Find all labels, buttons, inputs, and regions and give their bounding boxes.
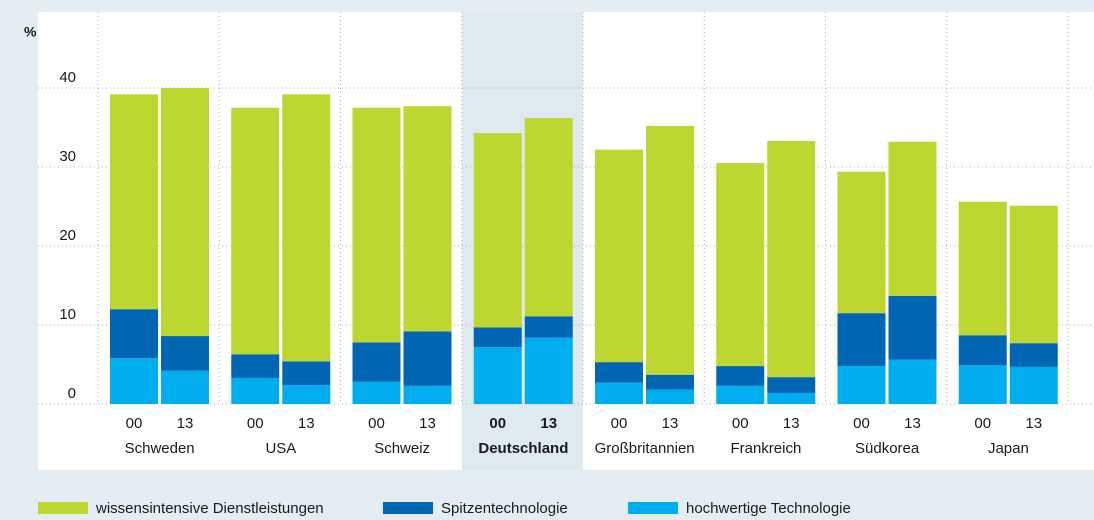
bar-segment xyxy=(161,336,209,371)
bar-segment xyxy=(767,392,816,404)
bar-segment xyxy=(403,106,452,332)
group-label: Deutschland xyxy=(478,440,568,457)
bar-segment xyxy=(161,88,209,337)
bar-segment xyxy=(282,385,331,404)
bar-segment xyxy=(110,94,158,310)
bar-segment xyxy=(231,377,280,404)
bar-segment xyxy=(888,141,937,296)
x-tick-label: 00 xyxy=(853,415,870,432)
bar-segment xyxy=(473,347,522,404)
bar-segment xyxy=(716,385,765,404)
bar-segment xyxy=(352,381,401,404)
bar-segment xyxy=(837,171,886,314)
bar-segment xyxy=(282,361,331,386)
bar-segment xyxy=(767,377,816,393)
bar-segment xyxy=(524,337,573,404)
bar-segment xyxy=(646,125,694,375)
legend-swatch xyxy=(628,502,678,514)
bar-segment xyxy=(403,331,452,386)
x-tick-label: 00 xyxy=(611,415,628,432)
bar-segment xyxy=(888,359,937,404)
x-tick-label: 13 xyxy=(783,415,800,432)
legend-label: wissensintensive Dienstleistungen xyxy=(95,500,324,517)
bar-segment xyxy=(473,133,522,328)
x-tick-label: 00 xyxy=(368,415,385,432)
y-tick-label: 10 xyxy=(59,306,76,323)
x-tick-label: 00 xyxy=(732,415,749,432)
bar-segment xyxy=(595,362,643,383)
legend-label: hochwertige Technologie xyxy=(686,500,851,517)
y-axis-label: % xyxy=(24,24,37,40)
bar-segment xyxy=(716,163,765,367)
bar-segment xyxy=(958,365,1007,404)
x-tick-label: 13 xyxy=(419,415,436,432)
bar-segment xyxy=(231,354,280,378)
bar-segment xyxy=(888,295,937,360)
y-tick-label: 40 xyxy=(59,69,76,86)
bar-segment xyxy=(595,149,643,363)
group-label: Japan xyxy=(988,440,1029,457)
bar-segment xyxy=(767,140,816,378)
group-label: USA xyxy=(265,440,296,457)
bar-segment xyxy=(161,370,209,404)
bar-segment xyxy=(716,366,765,386)
bar-segment xyxy=(837,366,886,404)
bar-segment xyxy=(958,335,1007,366)
x-tick-label: 13 xyxy=(1025,415,1042,432)
bar-segment xyxy=(110,358,158,404)
y-tick-label: 0 xyxy=(68,385,76,402)
bar-segment xyxy=(1009,343,1058,367)
group-label: Schweiz xyxy=(374,440,430,457)
bar-segment xyxy=(282,94,331,362)
bar-segment xyxy=(403,385,452,404)
bar-segment xyxy=(110,309,158,359)
x-tick-label: 00 xyxy=(126,415,143,432)
bar-segment xyxy=(473,327,522,348)
x-tick-label: 13 xyxy=(298,415,315,432)
bar-segment xyxy=(524,118,573,317)
y-tick-label: 20 xyxy=(59,227,76,244)
x-tick-label: 13 xyxy=(904,415,921,432)
legend-swatch xyxy=(38,502,88,514)
group-label: Großbritannien xyxy=(595,440,695,457)
bar-segment xyxy=(524,316,573,338)
x-tick-label: 00 xyxy=(247,415,264,432)
bar-segment xyxy=(837,313,886,367)
bar-segment xyxy=(958,201,1007,336)
group-label: Schweden xyxy=(125,440,195,457)
group-label: Südkorea xyxy=(855,440,920,457)
legend-swatch xyxy=(383,502,433,514)
x-tick-label: 00 xyxy=(974,415,991,432)
bar-segment xyxy=(1009,366,1058,404)
x-tick-label: 00 xyxy=(489,415,506,432)
bar-segment xyxy=(646,374,694,390)
bar-segment xyxy=(231,107,280,355)
bar-segment xyxy=(595,382,643,404)
y-tick-label: 30 xyxy=(59,148,76,165)
x-tick-label: 13 xyxy=(662,415,679,432)
bar-segment xyxy=(352,107,401,343)
x-tick-label: 13 xyxy=(540,415,557,432)
x-tick-label: 13 xyxy=(177,415,194,432)
group-label: Frankreich xyxy=(730,440,801,457)
bar-segment xyxy=(352,342,401,382)
bar-segment xyxy=(646,389,694,404)
bar-segment xyxy=(1009,205,1058,344)
legend-label: Spitzentechnologie xyxy=(441,500,568,517)
